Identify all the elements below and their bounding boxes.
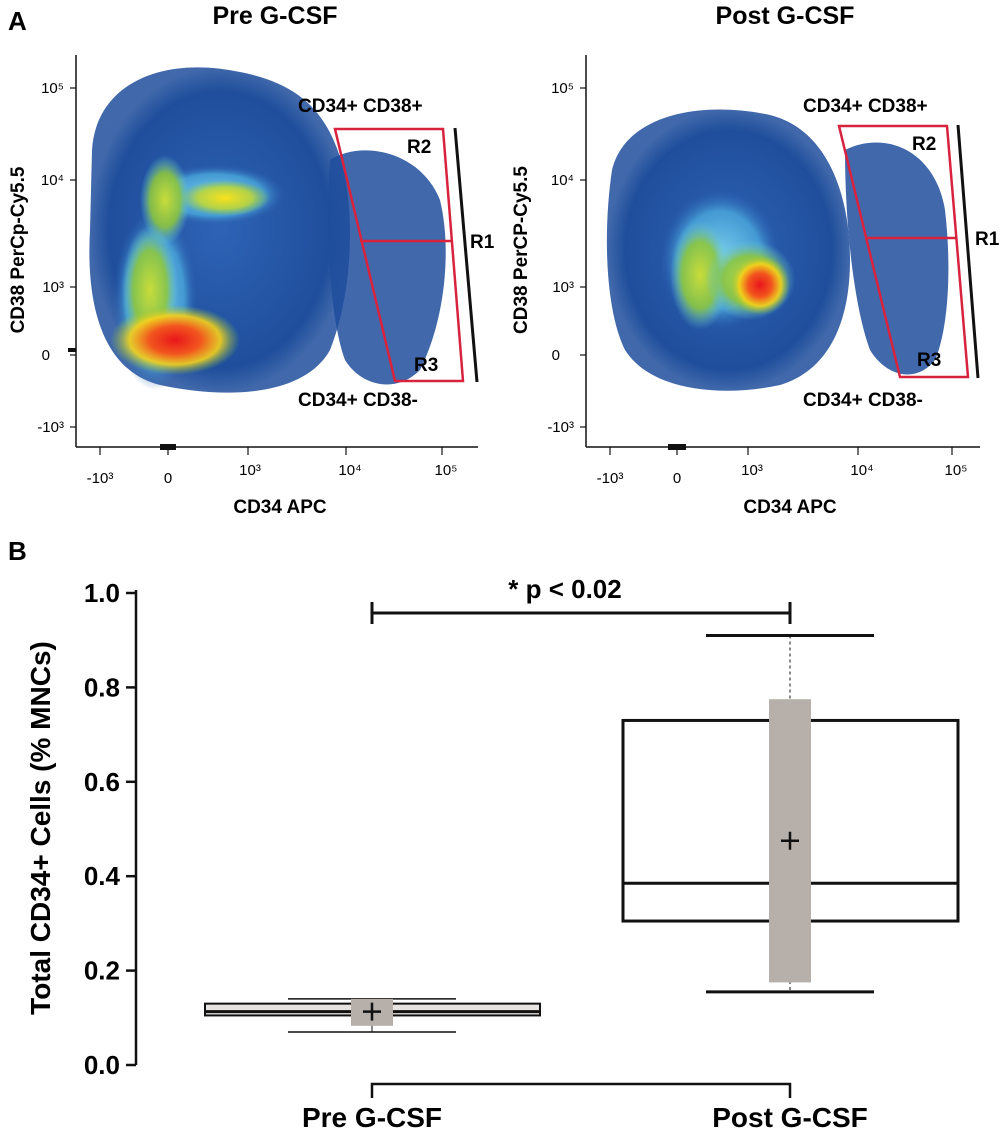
mean-marker (363, 1002, 381, 1021)
region-label-r3: R3 (414, 355, 438, 376)
region-label-r2: R2 (407, 137, 431, 158)
significance-bar (370, 602, 792, 624)
x-tick-label: 10³ (239, 462, 261, 479)
significance-label: * p < 0.02 (508, 574, 621, 604)
y-tick-label: 0 (552, 347, 560, 364)
x-tick-label: -10³ (597, 470, 624, 487)
region-label-r1: R1 (975, 229, 1000, 250)
x-tick-label: 10⁵ (435, 462, 458, 479)
gate-r2-r3 (333, 127, 465, 383)
gate-r2-r3 (837, 124, 970, 379)
panel-a-letter: A (8, 6, 27, 36)
x-tick-label: 10⁴ (850, 462, 873, 479)
boxplot-chart: 0.0 0.2 0.4 0.6 0.8 1.0 Total CD34+ Cells (% … (25, 574, 960, 1133)
x-axis-title: CD34 APC (233, 497, 327, 518)
y-tick-label: 0 (42, 347, 50, 364)
gate-label-bottom: CD34+ CD38- (803, 390, 923, 411)
y-axis-title: Total CD34+ Cells (% MNCs) (25, 641, 56, 1015)
y-tick-label: 0.2 (84, 956, 120, 986)
y-tick-label: 10⁴ (551, 172, 574, 189)
y-axis-title: CD38 PerCp-Cy5.5 (8, 166, 29, 333)
gate-r1-bar (453, 127, 479, 383)
x-tick-label: 10³ (741, 462, 763, 479)
y-tick-label: 0.4 (84, 861, 121, 891)
y-tick-label: 1.0 (84, 578, 120, 608)
category-label: Post G-CSF (712, 1102, 868, 1133)
density-cloud (89, 67, 446, 393)
y-tick-label: 0.8 (84, 672, 120, 702)
x-tick-label: -10³ (87, 470, 114, 487)
gate-r1-bar (956, 124, 980, 379)
y-tick-label: 10³ (42, 279, 64, 296)
x-tick-label: 10⁵ (945, 462, 968, 479)
flow-plot-title: Post G-CSF (716, 2, 855, 30)
y-tick-label: 10⁴ (41, 172, 64, 189)
flow-plot-post: Post G-CSF 10⁵ 10⁴ 10³ (511, 2, 1000, 518)
y-axis-title: CD38 PerCP-Cy5.5 (511, 166, 532, 334)
region-label-r2: R2 (912, 134, 936, 155)
region-label-r3: R3 (917, 350, 941, 371)
x-tick-label: 0 (164, 470, 172, 487)
y-tick-label: 10³ (552, 279, 574, 296)
y-tick-label: 0.6 (84, 767, 120, 797)
region-label-r1: R1 (470, 232, 495, 253)
mean-marker (781, 831, 799, 850)
flow-plot-title: Pre G-CSF (212, 2, 337, 30)
panel-b-letter: B (8, 536, 27, 566)
y-tick-label: -10³ (37, 419, 64, 436)
gate-label-top: CD34+ CD38+ (298, 96, 423, 117)
density-cloud (606, 109, 949, 391)
y-tick-label: 0.0 (84, 1050, 120, 1080)
x-tick-label: 10⁴ (338, 462, 361, 479)
gate-label-top: CD34+ CD38+ (803, 96, 928, 117)
y-tick-label: -10³ (547, 419, 574, 436)
x-axis-title: CD34 APC (743, 497, 837, 518)
x-tick-label: 0 (673, 470, 681, 487)
y-tick-label: 10⁵ (551, 80, 574, 97)
flow-plot-pre: Pre G-CSF (8, 2, 495, 518)
category-label: Pre G-CSF (302, 1102, 442, 1133)
gate-label-bottom: CD34+ CD38- (298, 390, 418, 411)
x-axis-bracket (370, 1082, 792, 1098)
y-tick-label: 10⁵ (41, 80, 64, 97)
